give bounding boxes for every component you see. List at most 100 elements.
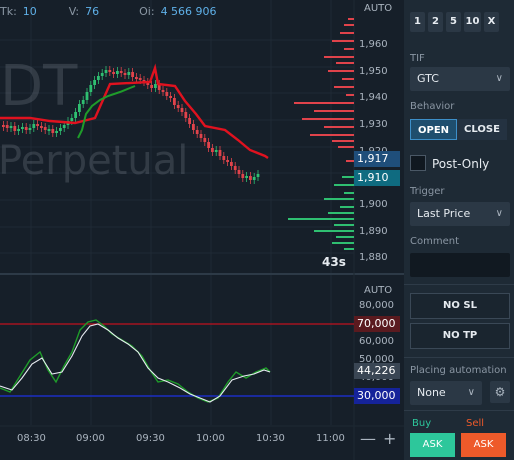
candle-body (104, 70, 108, 73)
comment-input[interactable] (410, 253, 510, 277)
candle-body (40, 126, 43, 128)
order-panel: 1 2 5 10 X TIF GTC ∨ Behavior OPEN CLOSE… (404, 0, 514, 460)
divider (404, 284, 514, 285)
price-tick: 1,930 (359, 119, 388, 130)
indicator-smooth-line (0, 323, 271, 403)
candle-body (36, 124, 39, 126)
trigger-select[interactable]: Last Price ∨ (410, 202, 510, 226)
candle-body (188, 118, 191, 124)
indicator-tick: 80,000 (359, 300, 394, 311)
volume-profile-bar (294, 102, 354, 104)
size-button-1[interactable]: 1 (410, 12, 425, 32)
chart-area[interactable]: DT Perpetual Tk: 10 V: 76 Oi: 4 566 906 … (0, 0, 404, 460)
volume-profile-bar (346, 94, 354, 96)
gear-icon[interactable]: ⚙ (490, 381, 510, 403)
behavior-toggle: OPEN CLOSE (410, 119, 507, 140)
candle-body (9, 126, 13, 128)
volume-profile-bar (302, 118, 354, 120)
candle-body (154, 84, 157, 88)
price-marker-last: 1,917 (354, 151, 400, 167)
volume-profile-bar (334, 184, 354, 186)
candle-body (51, 129, 55, 133)
tif-select[interactable]: GTC ∨ (410, 67, 510, 91)
volume-profile-bar (346, 160, 354, 162)
volume-profile-bar (314, 110, 354, 112)
market-stats: Tk: 10 V: 76 Oi: 4 566 906 (0, 5, 217, 19)
candle-body (199, 134, 203, 138)
candle-body (237, 170, 241, 174)
no-sl-button[interactable]: NO SL (410, 293, 510, 319)
tif-label: TIF (410, 53, 425, 64)
price-tick: 1,960 (359, 39, 388, 50)
price-axis-auto[interactable]: AUTO (364, 3, 393, 14)
volume-profile-bar (334, 86, 354, 88)
post-only-checkbox[interactable] (410, 155, 426, 171)
candle-body (138, 78, 142, 80)
candle-body (256, 174, 260, 177)
volume-profile-bar (338, 146, 354, 148)
volume-profile-bar (310, 134, 354, 136)
price-tick: 1,940 (359, 92, 388, 103)
volume-profile-bar (334, 224, 354, 226)
candle-body (184, 112, 188, 118)
indicator-marker-upper: 70,000 (354, 316, 400, 332)
candle-body (211, 148, 214, 152)
volume-profile-bar (344, 24, 354, 26)
volume-profile-bar (324, 56, 354, 58)
sell-ask-button[interactable]: ASK (461, 433, 506, 457)
divider (404, 357, 514, 358)
price-tick: 1,880 (359, 252, 388, 263)
volume-profile-bar (332, 40, 354, 42)
candle-body (47, 129, 51, 131)
post-only-label[interactable]: Post-Only (432, 157, 490, 171)
indicator-axis-auto[interactable]: AUTO (364, 285, 393, 296)
price-tick: 1,890 (359, 226, 388, 237)
candle-body (112, 72, 115, 74)
trigger-label: Trigger (410, 186, 445, 197)
price-tick: 1,900 (359, 199, 388, 210)
candle-body (62, 125, 66, 128)
tk-label: Tk: (0, 5, 17, 18)
quick-size-group: 1 2 5 10 X (410, 12, 499, 32)
candle-body (85, 92, 89, 100)
size-button-5[interactable]: 5 (446, 12, 461, 32)
open-button[interactable]: OPEN (410, 119, 457, 140)
zoom-out-button[interactable]: — (360, 429, 376, 448)
volume-profile-bar (324, 198, 354, 200)
no-tp-button[interactable]: NO TP (410, 323, 510, 349)
volume-profile-bar (348, 18, 354, 20)
zoom-in-button[interactable]: + (383, 429, 397, 448)
volume-profile-bar (342, 176, 354, 178)
candle-body (150, 85, 153, 88)
time-tick: 09:00 (76, 433, 105, 444)
trend-line (77, 85, 136, 139)
candle-body (142, 80, 146, 82)
candle-body (89, 85, 93, 92)
candle-body (74, 112, 77, 118)
size-button-max[interactable]: X (484, 12, 499, 32)
close-button[interactable]: CLOSE (457, 119, 507, 140)
candle-body (226, 160, 229, 162)
candle-body (119, 71, 123, 73)
open-interest-label: Oi: (139, 5, 155, 18)
indicator-marker-lower: 30,000 (354, 388, 400, 404)
volume-profile-bar (328, 70, 354, 72)
indicator-marker-value: 44,226 (354, 363, 400, 379)
candle-body (108, 70, 112, 72)
volume-profile-bar (314, 230, 354, 232)
size-button-2[interactable]: 2 (428, 12, 443, 32)
buy-ask-button[interactable]: ASK (410, 433, 455, 457)
size-button-10[interactable]: 10 (464, 12, 481, 32)
volume-profile-bar (288, 218, 354, 220)
candle-body (241, 174, 245, 178)
chart-canvas[interactable] (0, 0, 404, 460)
candle-body (24, 127, 28, 130)
placing-automation-select[interactable]: None ∨ (410, 381, 482, 405)
volume-profile-bar (340, 32, 354, 34)
time-tick: 10:00 (196, 433, 225, 444)
time-tick: 09:30 (136, 433, 165, 444)
candle-body (249, 176, 252, 180)
sell-label: Sell (466, 418, 485, 429)
chevron-down-icon: ∨ (467, 387, 475, 398)
candle-body (222, 156, 226, 160)
